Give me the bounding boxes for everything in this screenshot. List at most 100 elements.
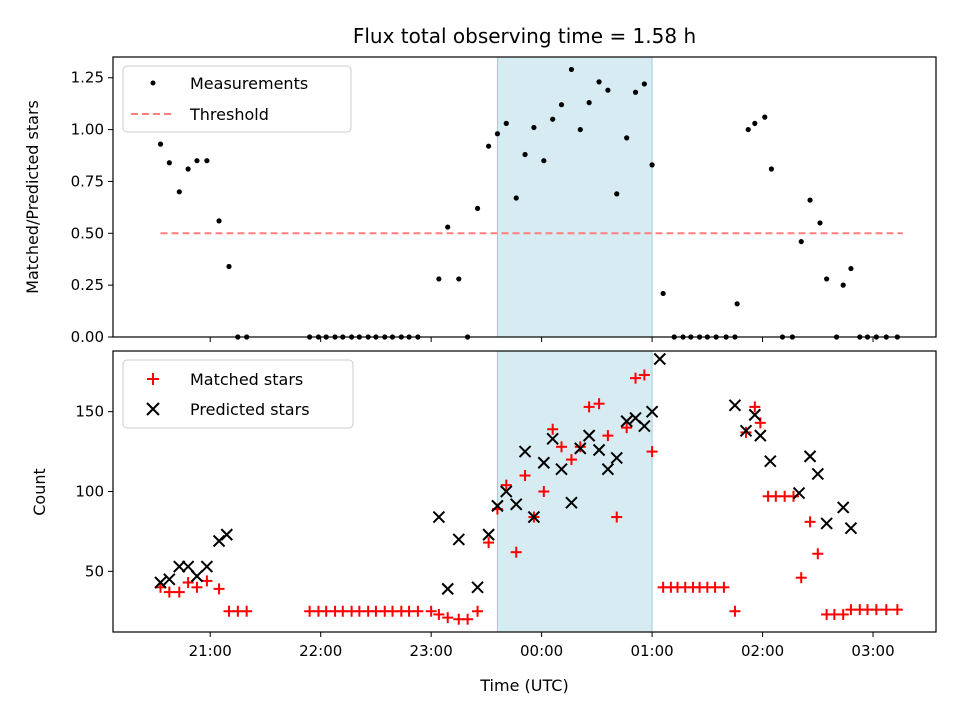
matched-star-marker	[870, 604, 882, 616]
predicted-star-marker	[518, 445, 532, 458]
top-shaded-interval	[497, 56, 653, 338]
legend-measurements-label: Measurements	[190, 74, 308, 93]
matched-star-marker	[804, 516, 816, 528]
predicted-star-marker	[546, 432, 559, 446]
predicted-star-marker	[565, 496, 578, 509]
bottom-y-tick-label: 50	[85, 562, 104, 580]
top-chart-title: Flux total observing time = 1.58 h	[353, 24, 696, 48]
x-tick-label: 03:00	[851, 642, 894, 660]
matched-star-marker	[472, 605, 484, 617]
predicted-marker-b	[574, 442, 587, 455]
matched-star-marker	[574, 441, 586, 453]
measurement-point	[494, 131, 501, 137]
x-tick-label: 22:00	[299, 642, 342, 660]
top-axes-frame	[112, 56, 937, 338]
measurement-point	[596, 79, 602, 85]
legend-threshold-label: Threshold	[189, 105, 269, 124]
matched-star-marker	[837, 608, 849, 620]
top-panel: Flux total observing time = 1.58 h 0.000…	[23, 24, 937, 346]
bottom-legend-box	[122, 359, 354, 429]
predicted-star-marker	[510, 498, 523, 511]
predicted-star-marker	[601, 462, 615, 476]
measurement-point	[445, 224, 451, 230]
measurement-point	[586, 100, 592, 106]
matched-star-marker	[163, 586, 175, 598]
matched-star-marker	[412, 605, 424, 617]
measurement-point	[550, 116, 556, 122]
predicted-marker-b	[491, 499, 504, 513]
matched-star-marker	[462, 613, 474, 625]
top-legend-box	[122, 65, 352, 133]
predicted-marker-b	[471, 581, 484, 594]
predicted-marker-b	[748, 408, 762, 422]
matched-star-marker	[173, 586, 185, 598]
predicted-marker-b	[811, 467, 825, 481]
measurement-point	[798, 238, 804, 245]
measurement-point	[456, 276, 462, 282]
legend-measurements-marker	[150, 80, 156, 86]
predicted-marker-b	[601, 462, 615, 476]
shaded-band	[497, 350, 653, 633]
legend-predicted-marker	[146, 402, 160, 416]
measurement-point	[531, 124, 537, 131]
predicted-marker-b	[638, 419, 651, 433]
measurement-point	[436, 276, 442, 282]
top-y-tick-label: 1.25	[71, 69, 104, 87]
predicted-star-marker	[792, 486, 806, 500]
top-y-ticks: 0.00 0.25 0.50 0.75 1.00 1.25	[71, 69, 113, 346]
predicted-star-marker	[482, 528, 495, 541]
measurement-point	[157, 141, 164, 147]
bottom-x-ticks: 21:00 22:00 23:00 00:00 01:00 02:00 03:00	[189, 632, 895, 660]
measurement-point	[194, 158, 200, 164]
bottom-panel: 50 100 150 21:00 22:00 23:00 00:00 01:00 02:00 0…	[30, 350, 937, 695]
top-y-axis-label: Matched/Predicted stars	[23, 100, 42, 294]
matched-star-marker	[433, 608, 445, 620]
predicted-marker-b	[527, 510, 541, 524]
bottom-shaded-interval	[497, 350, 653, 633]
predicted-marker-b	[173, 560, 186, 573]
predicted-marker-b	[764, 454, 777, 468]
bottom-y-axis-label: Count	[30, 468, 49, 516]
matched-star-marker	[213, 583, 225, 595]
predicted-star-marker	[173, 560, 186, 573]
predicted-star-marker	[610, 451, 623, 465]
predicted-star-marker	[432, 510, 446, 524]
matched-star-marker	[812, 548, 824, 560]
measurement-point	[568, 66, 575, 73]
predicted-marker-b	[620, 415, 633, 428]
predicted-star-marker	[181, 560, 195, 573]
predicted-star-marker	[452, 533, 465, 546]
measurement-point	[614, 191, 620, 197]
measurement-point	[166, 160, 172, 166]
measurement-point	[649, 162, 655, 168]
measurement-point	[824, 276, 830, 282]
predicted-star-marker	[739, 424, 753, 438]
shaded-band	[497, 56, 653, 338]
predicted-marker-b	[500, 485, 513, 498]
predicted-marker-b	[582, 429, 596, 442]
measurement-point	[807, 197, 813, 203]
predicted-star-marker	[163, 573, 176, 586]
matched-star-marker	[740, 426, 752, 438]
predicted-marker-b	[844, 522, 858, 535]
x-tick-label: 02:00	[741, 642, 784, 660]
measurement-point	[176, 189, 182, 195]
matched-star-marker	[538, 486, 550, 497]
measurement-point	[577, 126, 583, 133]
predicted-marker-b	[645, 405, 659, 418]
measurement-point	[624, 135, 630, 141]
x-axis-label: Time (UTC)	[479, 676, 568, 695]
predicted-marker-b	[220, 528, 233, 541]
bottom-y-tick-label: 100	[75, 483, 104, 501]
predicted-marker-b	[629, 411, 642, 425]
bottom-y-ticks: 50 100 150	[75, 403, 113, 580]
measurement-point	[762, 114, 768, 120]
matched-star-marker	[602, 430, 614, 442]
top-legend: Measurements Threshold	[122, 65, 352, 133]
predicted-marker-b	[820, 517, 833, 530]
matched-star-marker	[182, 577, 194, 589]
predicted-marker-b	[803, 450, 817, 463]
legend-matched-label: Matched stars	[190, 370, 303, 389]
predicted-star-marker	[645, 405, 659, 418]
